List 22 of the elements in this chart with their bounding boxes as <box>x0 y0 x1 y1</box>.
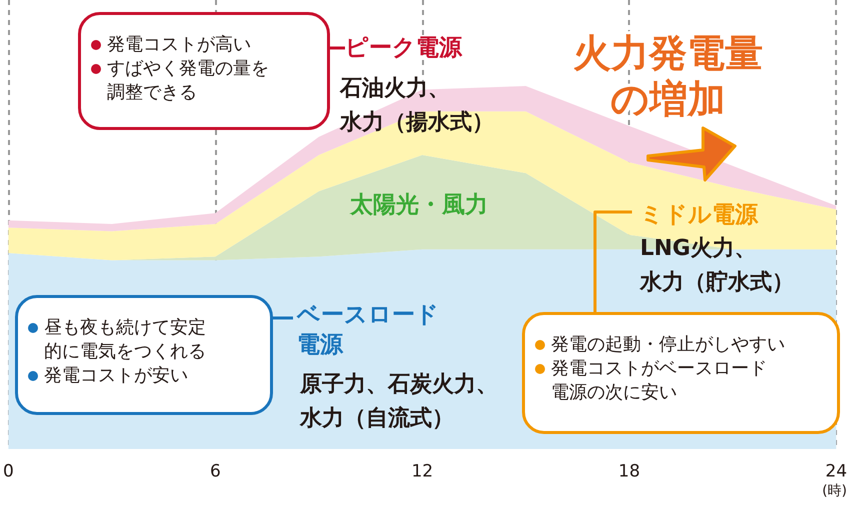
x-tick-label: 0 <box>2 462 14 482</box>
x-tick-label: 6 <box>210 462 221 482</box>
x-tick-label: 24 <box>825 462 848 482</box>
annotation: 原子力、石炭火力、水力（自流式） <box>300 371 498 433</box>
annotation: 昼も夜も続けて安定的に電気をつくれる <box>44 316 207 364</box>
series-label: 太陽光・風力 <box>350 191 488 220</box>
series-label: ミドル電源 <box>640 201 758 230</box>
x-tick-label: 12 <box>411 462 434 482</box>
series-label: ベースロード電源 <box>297 301 440 360</box>
annotation: 石油火力、水力（揚水式） <box>340 75 494 137</box>
callout-box: 発電コストが高い すばやく発電の量を調整できる <box>78 12 330 130</box>
callout-box: 発電の起動・停止がしやすい 発電コストがベースロード電源の次に安い <box>522 312 840 434</box>
callout-box: 昼も夜も続けて安定的に電気をつくれる 発電コストが安い <box>15 295 273 415</box>
annotation: LNG火力、水力（貯水式） <box>640 235 794 297</box>
x-tick-label: 18 <box>618 462 640 482</box>
annotation: 火力発電量の増加 <box>572 30 764 122</box>
annotation: 発電コストがベースロード電源の次に安い <box>551 357 768 405</box>
series-label: ピーク電源 <box>345 34 462 63</box>
x-axis-title: (時) <box>822 482 847 500</box>
annotation: 発電コストが安い <box>44 364 189 388</box>
annotation: すばやく発電の量を調整できる <box>107 57 270 105</box>
annotation: 発電の起動・停止がしやすい <box>551 333 786 357</box>
